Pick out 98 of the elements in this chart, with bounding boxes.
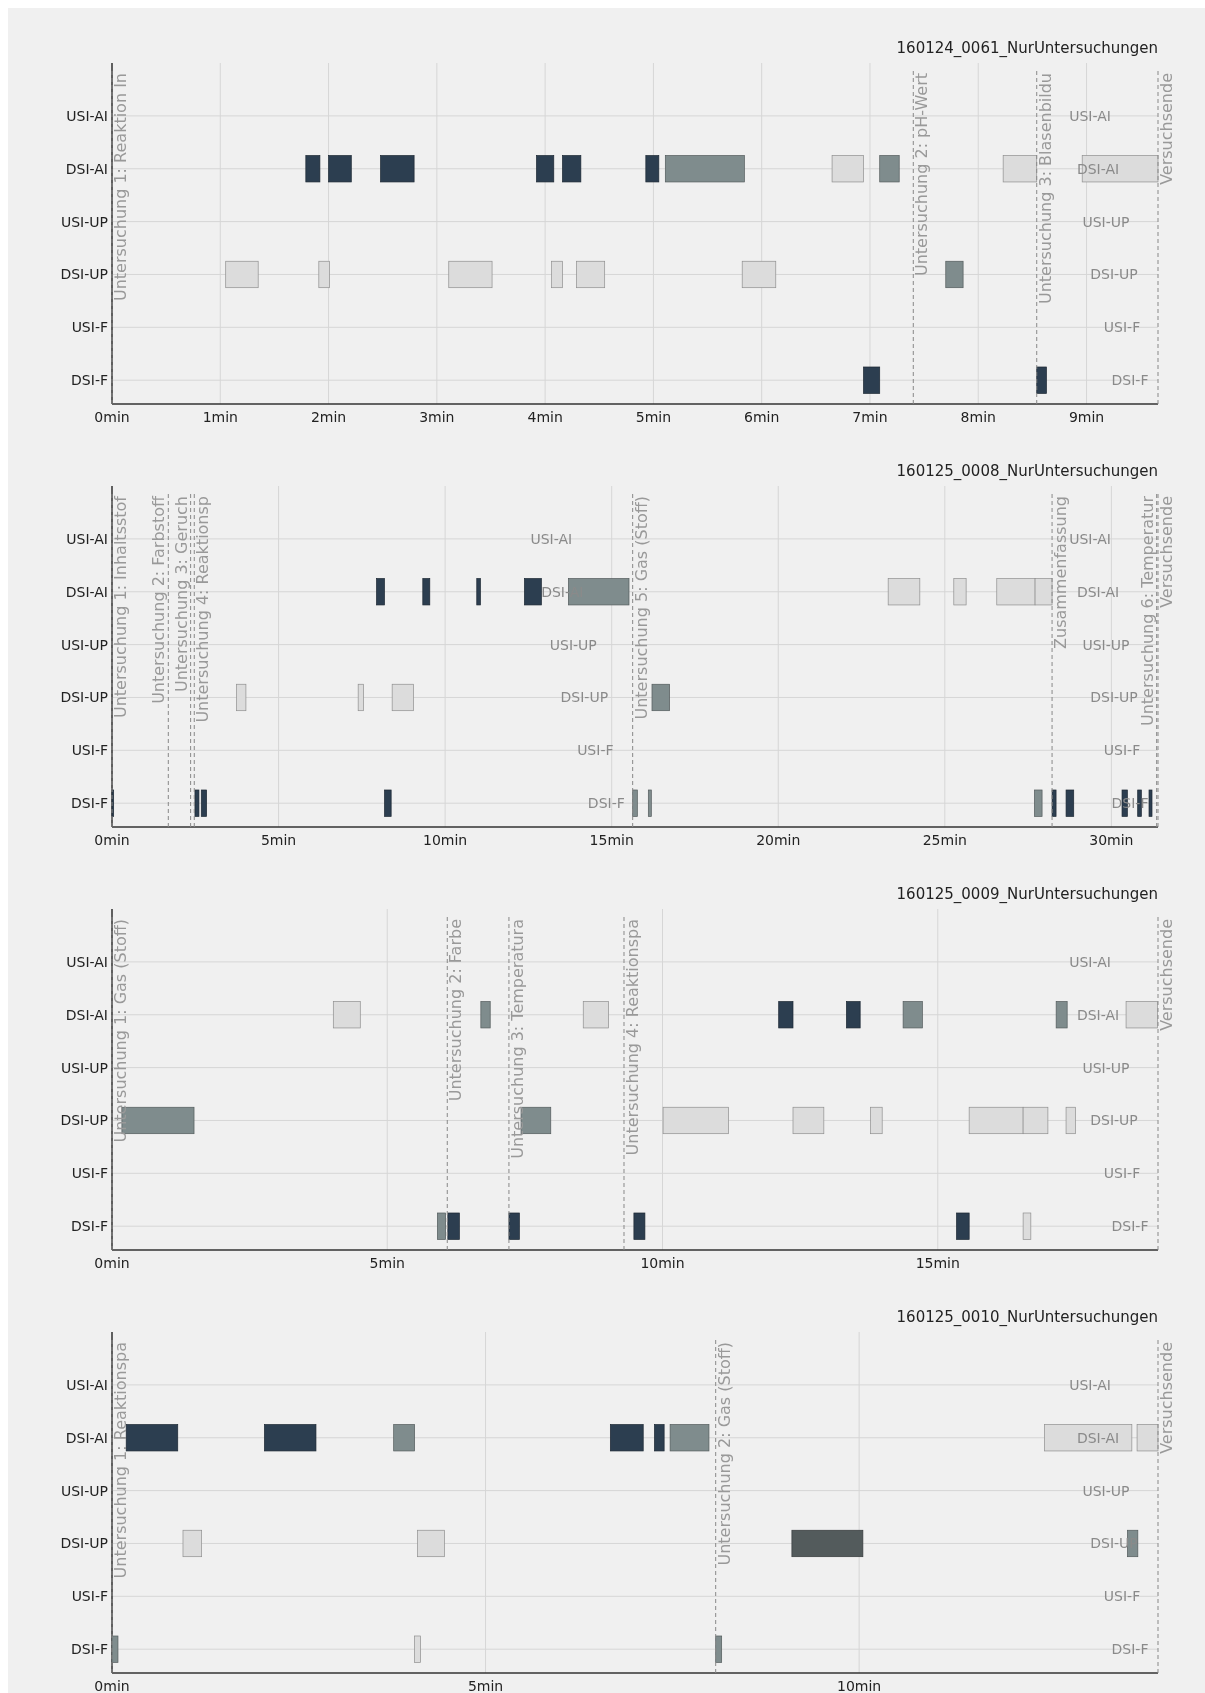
y2-tick-label: USI-F [1103,319,1141,336]
ref-line-label: Versuchsende [1157,1342,1176,1454]
y2-tick-label: DSI-AI [1076,1006,1120,1023]
x-tick-label: 10min [423,832,468,848]
ref-line-label: Untersuchung 2: pH-Wert [912,73,932,277]
y2-tick-label: USI-AI [1069,953,1111,970]
ref-line-label: Untersuchung 3: Geruch [171,496,191,693]
ref-line-label: Untersuchung 3: Blasenbildu [1035,73,1055,305]
y2-tick-label: DSI-AI [1076,583,1120,600]
y-tick-label: USI-UP [60,636,108,653]
x-tick-label: 4min [527,409,563,425]
x-tick-label: 0min [94,1678,130,1693]
y2-tick-label: USI-AI [1069,530,1111,547]
x-tick-label: 3min [419,409,455,425]
ref-line-label: Untersuchung 5: Gas (Stoff) [631,496,651,720]
y2-tick-label: USI-UP [1082,636,1130,653]
y2-tick-label: USI-F [1103,742,1141,759]
x-tick-label: 5min [635,409,672,425]
y-tick-label: USI-F [71,319,108,336]
ref-line-label: Versuchsende [1157,73,1176,185]
chart-title: 160125_0010_NurUntersuchungen [896,1308,1158,1327]
annotation: USI-AI [530,530,573,547]
x-tick-label: 20min [756,832,801,848]
annotation: USI-UP [549,636,597,653]
y2-tick-label: USI-UP [1082,213,1130,230]
y-tick-label: DSI-UP [60,266,108,283]
y-tick-label: USI-F [71,742,108,759]
y-tick-label: USI-AI [66,1376,108,1393]
x-tick-label: 2min [310,409,347,425]
y-tick-label: USI-AI [66,530,108,547]
x-tick-label: 5min [260,832,297,848]
y-tick-label: USI-UP [60,213,108,230]
y-tick-label: DSI-UP [60,1535,108,1552]
ref-line-label: Untersuchung 1: Reaktion In [111,73,130,302]
y2-tick-label: DSI-F [1111,1641,1149,1658]
y2-tick-label: DSI-AI [1076,160,1120,177]
y2-tick-label: DSI-AI [1076,1429,1120,1446]
y2-tick-label: DSI-F [1111,372,1149,389]
ref-line-label: Untersuchung 1: Reaktionspa [111,1342,130,1579]
y-tick-label: DSI-AI [65,1429,108,1446]
y2-tick-label: USI-F [1103,1165,1141,1182]
y-tick-label: DSI-UP [60,1112,108,1129]
x-tick-label: 5min [369,1255,405,1271]
y-tick-label: DSI-F [71,1218,108,1235]
ref-line-label: Untersuchung 2: Farbstoff [149,495,169,704]
y-tick-label: USI-F [71,1588,108,1605]
ref-line-label: Untersuchung 3: Temperatura [507,919,527,1159]
x-tick-label: 5min [467,1678,504,1693]
annotation: DSI-UP [560,689,609,706]
y-tick-label: DSI-UP [60,689,108,706]
annotation: USI-F [577,742,614,759]
y2-tick-label: USI-UP [1082,1482,1130,1499]
chart-title: 160125_0008_NurUntersuchungen [896,462,1158,481]
y-tick-label: DSI-AI [65,160,108,177]
y2-tick-label: USI-AI [1069,107,1111,124]
x-tick-label: 8min [960,409,996,425]
x-tick-label: 30min [1089,832,1134,848]
y-tick-label: DSI-AI [65,583,108,600]
y-tick-label: USI-F [71,1165,108,1182]
ref-line-label: Untersuchung 1: Inhaltsstof [111,495,130,719]
y2-tick-label: USI-UP [1082,1059,1130,1076]
x-tick-label: 15min [915,1255,960,1271]
ref-line-label: Zusammenfassung [1051,496,1071,649]
x-tick-label: 25min [922,832,967,848]
y-tick-label: USI-UP [60,1482,108,1499]
x-tick-label: 15min [589,832,634,848]
x-tick-label: 10min [837,1678,882,1693]
x-tick-label: 0min [94,832,130,848]
x-tick-label: 0min [94,409,130,425]
chart-title: 160124_0061_NurUntersuchungen [896,39,1158,58]
ref-line-label: Untersuchung 2: Farbe [446,919,466,1102]
ref-line-label: Untersuchung 4: Reaktionsp [193,496,213,723]
y2-tick-label: DSI-F [1111,1218,1149,1235]
y2-tick-label: USI-F [1103,1588,1141,1605]
ref-line-label: Untersuchung 2: Gas (Stoff) [714,1342,734,1566]
y-tick-label: USI-UP [60,1059,108,1076]
y2-tick-label: DSI-UP [1090,266,1138,283]
ref-line-label: Untersuchung 4: Reaktionspa [622,919,642,1156]
ref-line-label: Versuchsende [1157,496,1176,608]
ref-line-label: Untersuchung 6: Temperatur [1137,495,1157,726]
x-tick-label: 7min [852,409,888,425]
chart-title: 160125_0009_NurUntersuchungen [896,885,1158,904]
annotation: DSI-F [587,795,625,812]
x-tick-label: 1min [202,409,238,425]
ref-line-label: Versuchsende [1157,919,1176,1031]
y2-tick-label: DSI-UP [1090,1112,1138,1129]
y-tick-label: USI-AI [66,953,108,970]
y-tick-label: DSI-F [71,372,108,389]
x-tick-label: 10min [640,1255,685,1271]
y2-tick-label: USI-AI [1069,1376,1111,1393]
y-tick-label: USI-AI [66,107,108,124]
y-tick-label: DSI-F [71,795,108,812]
x-tick-label: 9min [1068,409,1105,425]
y2-tick-label: DSI-UP [1090,689,1138,706]
y-tick-label: DSI-AI [65,1006,108,1023]
x-tick-label: 0min [94,1255,130,1271]
x-tick-label: 6min [744,409,780,425]
y-tick-label: DSI-F [71,1641,108,1658]
